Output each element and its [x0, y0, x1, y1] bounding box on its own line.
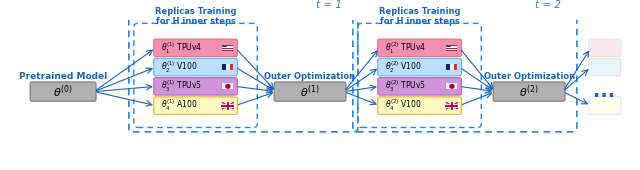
FancyBboxPatch shape [589, 97, 621, 114]
Bar [223, 47, 234, 48]
FancyBboxPatch shape [274, 82, 346, 101]
Text: Replicas Training
for H inner steps: Replicas Training for H inner steps [379, 7, 460, 26]
FancyBboxPatch shape [154, 97, 237, 114]
Bar [447, 47, 458, 48]
Text: $\theta_1^{(2)}$ TPUv4: $\theta_1^{(2)}$ TPUv4 [385, 40, 426, 56]
Bar [223, 45, 227, 47]
Bar [230, 64, 234, 70]
Bar [223, 46, 234, 47]
FancyBboxPatch shape [378, 39, 461, 57]
FancyBboxPatch shape [378, 78, 461, 95]
Bar [450, 64, 454, 70]
Bar [447, 83, 458, 89]
FancyBboxPatch shape [589, 58, 621, 76]
FancyBboxPatch shape [30, 82, 96, 101]
Bar [223, 83, 234, 89]
Bar [226, 64, 230, 70]
Bar [447, 64, 450, 70]
Bar [223, 103, 234, 109]
Text: $\theta_3^{(2)}$ TPUv5: $\theta_3^{(2)}$ TPUv5 [385, 79, 426, 94]
Circle shape [450, 84, 454, 88]
Bar [223, 49, 234, 50]
Text: $\theta_4^{(2)}$ V100: $\theta_4^{(2)}$ V100 [385, 98, 422, 113]
Text: Replicas Training
for H inner steps: Replicas Training for H inner steps [155, 7, 236, 26]
Bar [447, 45, 458, 51]
Bar [223, 64, 226, 70]
Text: t = 1: t = 1 [316, 0, 342, 10]
Text: $\theta^{(0)}$: $\theta^{(0)}$ [53, 83, 73, 100]
Text: $\theta^{(2)}$: $\theta^{(2)}$ [519, 83, 539, 100]
FancyBboxPatch shape [378, 97, 461, 114]
Text: $\theta_2^{(2)}$ V100: $\theta_2^{(2)}$ V100 [385, 59, 422, 75]
Text: Outer Optimization: Outer Optimization [264, 72, 356, 81]
Text: Pretrained Model: Pretrained Model [19, 72, 108, 81]
Text: $\theta_4^{(1)}$ A100: $\theta_4^{(1)}$ A100 [161, 98, 198, 113]
FancyBboxPatch shape [493, 82, 565, 101]
Text: t = 2: t = 2 [535, 0, 561, 10]
Bar [447, 103, 458, 109]
Text: $\theta_1^{(1)}$ TPUv4: $\theta_1^{(1)}$ TPUv4 [161, 40, 202, 56]
Circle shape [226, 84, 230, 88]
Bar [223, 45, 234, 51]
Text: $\theta^{(1)}$: $\theta^{(1)}$ [300, 83, 320, 100]
Text: $\theta_2^{(1)}$ V100: $\theta_2^{(1)}$ V100 [161, 59, 198, 75]
FancyBboxPatch shape [378, 58, 461, 76]
Bar [447, 46, 458, 47]
Bar [447, 45, 451, 47]
FancyBboxPatch shape [154, 78, 237, 95]
FancyBboxPatch shape [154, 58, 237, 76]
Bar [454, 64, 458, 70]
Text: $\theta_3^{(1)}$ TPUv5: $\theta_3^{(1)}$ TPUv5 [161, 79, 202, 94]
FancyBboxPatch shape [589, 39, 621, 57]
Bar [447, 49, 458, 50]
Text: Outer Optimization: Outer Optimization [484, 72, 575, 81]
Text: ...: ... [593, 82, 615, 101]
FancyBboxPatch shape [154, 39, 237, 57]
